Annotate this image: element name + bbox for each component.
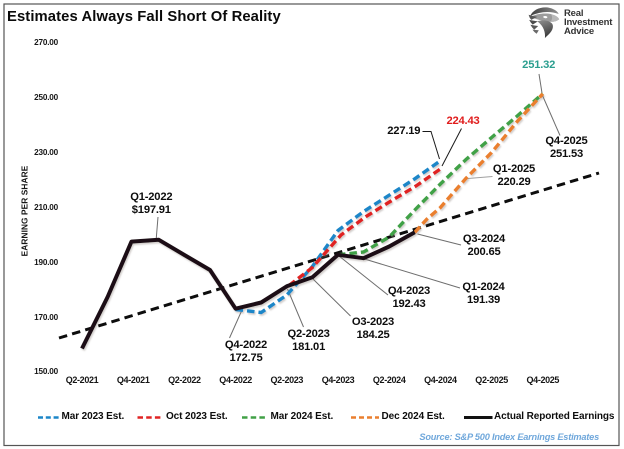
svg-text:EARNING PER SHARE: EARNING PER SHARE: [20, 165, 30, 256]
